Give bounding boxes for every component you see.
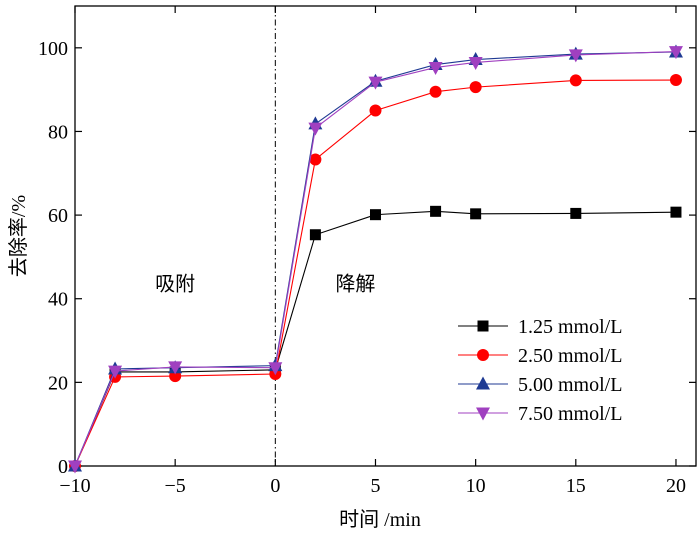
data-point [670, 206, 682, 218]
data-point [570, 207, 582, 219]
x-tick-label: 15 [566, 475, 586, 497]
series-0 [69, 205, 682, 472]
data-point [68, 460, 82, 474]
series-line [74, 51, 676, 467]
y-tick-label: 0 [58, 456, 68, 478]
x-tick-label: −10 [59, 475, 90, 497]
data-point [168, 361, 183, 375]
data-point [368, 76, 383, 90]
data-point [429, 85, 442, 98]
series-line [74, 51, 676, 467]
legend-label: 1.25 mmol/L [518, 316, 622, 338]
x-axis-label: 时间 /min [339, 508, 421, 531]
legend-marker [477, 320, 489, 332]
data-point [468, 56, 483, 70]
x-tick-label: −5 [165, 475, 186, 497]
data-point [309, 153, 322, 166]
series-line [74, 210, 676, 467]
y-tick-label: 80 [48, 121, 68, 143]
y-axis-label: 去除率/% [7, 195, 30, 277]
series-layer [68, 44, 683, 474]
x-tick-label: 10 [466, 475, 486, 497]
legend-marker [477, 349, 489, 361]
legend: 1.25 mmol/L 2.50 mmol/L 5.00 mmol/L 7.50 mm… [458, 316, 622, 425]
y-tick-label: 60 [48, 205, 68, 227]
data-point [470, 208, 482, 220]
data-point [369, 104, 382, 117]
x-tick-label: 0 [270, 475, 280, 497]
y-tick-label: 20 [48, 372, 68, 394]
data-point [428, 61, 443, 75]
stage-label: 吸附 [155, 272, 195, 295]
legend-marker [476, 376, 490, 390]
data-point [369, 209, 381, 221]
data-point [108, 365, 123, 379]
data-point [430, 205, 442, 217]
data-point [668, 46, 683, 60]
plot-frame [74, 5, 697, 467]
data-point [469, 81, 482, 94]
legend-label: 5.00 mmol/L [518, 374, 622, 396]
stage-label: 降解 [335, 272, 375, 295]
data-point [268, 362, 283, 376]
legend-label: 2.50 mmol/L [518, 345, 622, 367]
axis-ticks: −10 −5 0 5 10 15 20 0 20 40 60 80 100 [38, 6, 696, 497]
series-3 [68, 46, 683, 474]
series-line [74, 79, 676, 467]
legend-marker [476, 407, 490, 421]
data-point [568, 49, 583, 63]
x-tick-label: 5 [370, 475, 380, 497]
annotations: 吸附 降解 [155, 272, 375, 295]
data-point [309, 229, 321, 241]
y-tick-label: 40 [48, 289, 68, 311]
data-point [308, 122, 323, 136]
y-tick-label: 100 [38, 38, 68, 60]
data-point [669, 74, 682, 87]
legend-label: 7.50 mmol/L [518, 403, 622, 425]
data-point [569, 74, 582, 87]
x-tick-label: 20 [666, 475, 686, 497]
